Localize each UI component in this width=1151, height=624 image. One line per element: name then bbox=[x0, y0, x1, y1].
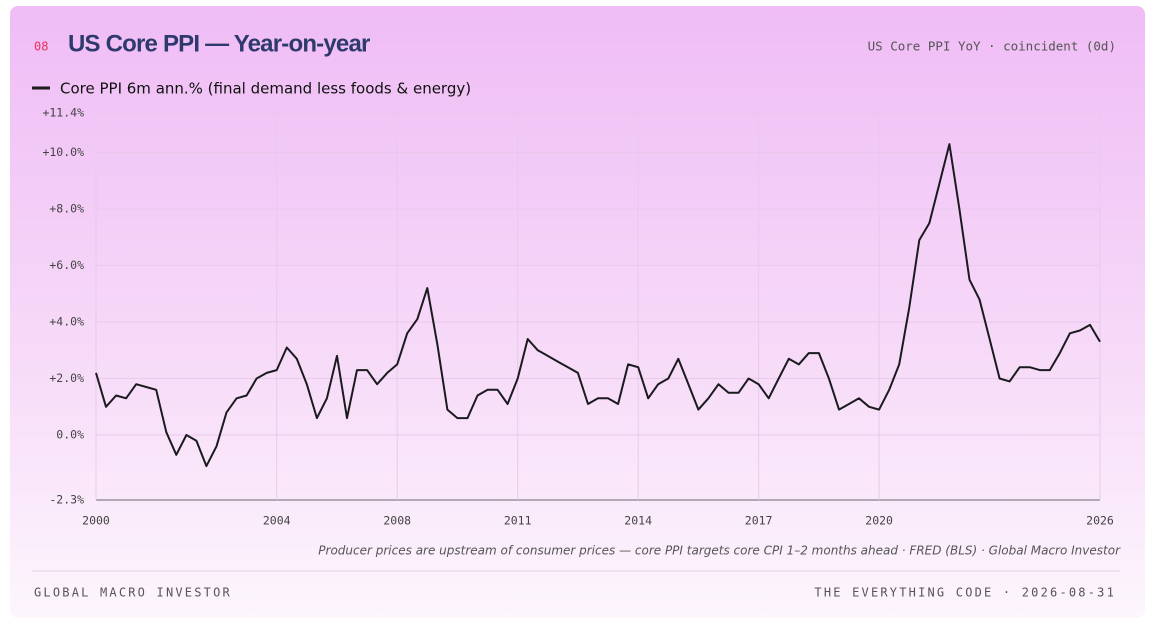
series-line bbox=[95, 143, 1101, 468]
y-tick-label: 0.0% bbox=[56, 428, 84, 442]
y-tick-label: +2.0% bbox=[49, 371, 84, 385]
x-tick-label: 2026 bbox=[1086, 514, 1114, 528]
footer-left: GLOBAL MACRO INVESTOR bbox=[34, 586, 232, 600]
x-tick-label: 2011 bbox=[504, 514, 532, 528]
x-tick-label: 2017 bbox=[745, 514, 773, 528]
y-tick-label: -2.3% bbox=[49, 493, 84, 507]
x-tick-label: 2008 bbox=[383, 514, 411, 528]
y-tick-label: +4.0% bbox=[49, 315, 84, 329]
y-tick-label: +6.0% bbox=[49, 258, 84, 272]
badge: 08 bbox=[34, 40, 48, 54]
chart-title: US Core PPI — Year-on-year bbox=[68, 30, 370, 57]
x-tick-label: 2000 bbox=[82, 514, 110, 528]
plot: -2.3% 0.0% +2.0% +4.0% +6.0% +8.0% +10.0% +11.4… bbox=[42, 106, 1113, 528]
note: Producer prices are upstream of consumer… bbox=[318, 544, 1121, 558]
x-tick-label: 2020 bbox=[865, 514, 893, 528]
y-tick-label: +11.4% bbox=[42, 106, 84, 120]
y-tick-label: +8.0% bbox=[49, 202, 84, 216]
card bbox=[10, 6, 1145, 618]
footer-right: THE EVERYTHING CODE · 2026-08-31 bbox=[814, 586, 1116, 600]
x-tick-label: 2014 bbox=[624, 514, 652, 528]
subtitle: US Core PPI YoY · coincident (0d) bbox=[868, 39, 1116, 54]
y-tick-label: +10.0% bbox=[42, 145, 84, 159]
x-tick-label: 2004 bbox=[263, 514, 291, 528]
legend-label: Core PPI 6m ann.% (final demand less foo… bbox=[60, 80, 471, 98]
